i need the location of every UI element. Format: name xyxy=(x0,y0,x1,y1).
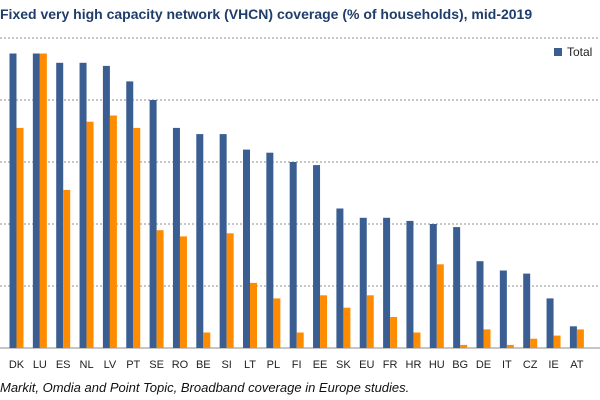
bar-total-es xyxy=(56,62,64,349)
tick-label-hr: HR xyxy=(406,359,422,371)
bar-total-hr xyxy=(406,220,414,348)
bar-total-dk xyxy=(9,53,17,348)
bar-series-2-sk xyxy=(343,307,351,348)
tick-label-es: ES xyxy=(56,359,71,371)
bar-series-2-ro xyxy=(179,236,187,348)
bar-total-lu xyxy=(32,53,40,348)
bar-series-2-hu xyxy=(436,264,444,348)
bar-series-2-pl xyxy=(273,298,281,348)
tick-label-de: DE xyxy=(476,359,491,371)
bar-series-2-at xyxy=(576,329,584,348)
tick-label-dk: DK xyxy=(9,359,25,371)
tick-label-sk: SK xyxy=(336,359,351,371)
tick-label-lt: LT xyxy=(244,359,256,371)
bar-total-lt xyxy=(243,149,250,348)
tick-label-pl: PL xyxy=(267,359,280,371)
legend: Total xyxy=(554,45,592,59)
bar-series-2-dk xyxy=(16,127,24,349)
bar-total-de xyxy=(476,261,484,348)
tick-label-lv: LV xyxy=(104,359,117,371)
bar-series-2-fi xyxy=(296,332,304,348)
bar-series-2-ee xyxy=(320,295,328,348)
bar-total-nl xyxy=(79,62,87,349)
tick-label-be: BE xyxy=(196,359,211,371)
tick-label-ee: EE xyxy=(313,359,328,371)
legend-swatch-total xyxy=(554,48,562,56)
bar-series-2-pt xyxy=(133,127,141,349)
bar-series-2-se xyxy=(156,230,164,348)
tick-label-bg: BG xyxy=(452,359,468,371)
bar-total-pt xyxy=(126,81,134,349)
bar-series-2-cz xyxy=(530,338,538,348)
bars xyxy=(9,53,584,349)
bar-series-2-lv xyxy=(109,115,117,348)
bar-total-bg xyxy=(453,227,461,348)
tick-label-eu: EU xyxy=(359,359,374,371)
tick-label-si: SI xyxy=(221,359,231,371)
tick-label-se: SE xyxy=(149,359,164,371)
bar-series-2-lt xyxy=(250,282,257,348)
bar-total-ee xyxy=(313,165,321,348)
category-labels: DK LU ES NL LV PT SE RO BE SI LT PL FI EE SK EU FR HR HU BG… xyxy=(9,359,584,371)
bar-series-2-fr xyxy=(390,317,398,348)
bar-series-2-de xyxy=(483,329,491,348)
tick-label-pt: PT xyxy=(126,359,140,371)
bar-total-ie xyxy=(546,298,554,348)
bar-total-cz xyxy=(523,273,531,348)
bar-total-be xyxy=(196,134,204,348)
bar-total-it xyxy=(499,270,507,348)
bar-total-hu xyxy=(429,224,437,348)
bar-series-2-ie xyxy=(553,335,561,348)
bar-total-sk xyxy=(336,208,344,348)
bar-total-si xyxy=(219,134,227,348)
bar-total-ro xyxy=(172,127,180,349)
bar-series-2-hr xyxy=(413,332,421,348)
bar-total-at xyxy=(569,326,577,348)
bar-total-fi xyxy=(289,162,297,348)
tick-label-hu: HU xyxy=(429,359,445,371)
tick-label-ie: IE xyxy=(548,359,558,371)
bar-series-2-eu xyxy=(366,295,374,348)
bar-series-2-bg xyxy=(460,344,468,348)
tick-label-nl: NL xyxy=(80,359,94,371)
bar-series-2-it xyxy=(506,344,514,348)
bar-total-eu xyxy=(359,217,367,348)
bar-series-2-si xyxy=(226,233,234,348)
bar-series-2-be xyxy=(203,332,211,348)
bar-total-se xyxy=(149,100,157,348)
bar-series-2-nl xyxy=(86,121,94,348)
bar-series-2-lu xyxy=(39,53,47,348)
tick-label-ro: RO xyxy=(172,359,189,371)
tick-label-lu: LU xyxy=(33,359,47,371)
bar-total-pl xyxy=(266,152,274,348)
tick-label-fi: FI xyxy=(292,359,302,371)
tick-label-at: AT xyxy=(570,359,584,371)
chart-title: Fixed very high capacity network (VHCN) … xyxy=(0,6,533,22)
tick-label-cz: CZ xyxy=(523,359,538,371)
tick-label-it: IT xyxy=(502,359,512,371)
tick-label-fr: FR xyxy=(383,359,398,371)
bar-total-fr xyxy=(383,217,391,348)
bar-series-2-es xyxy=(63,189,71,348)
legend-label-total: Total xyxy=(567,45,592,59)
bar-total-lv xyxy=(102,65,110,349)
source-note: Markit, Omdia and Point Topic, Broadband… xyxy=(0,380,410,395)
